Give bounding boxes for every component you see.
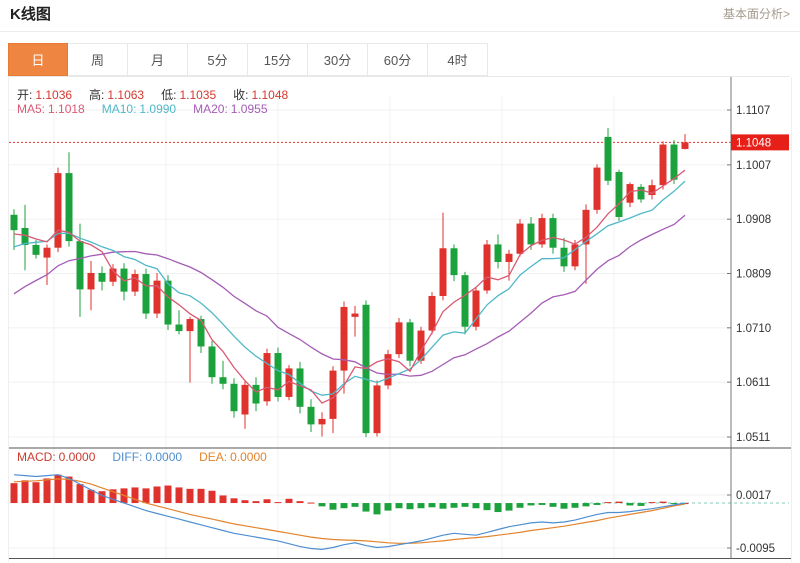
tab-month[interactable]: 月: [128, 43, 188, 76]
high-value: 1.1063: [107, 88, 145, 102]
ma-info-bar: MA5: 1.1018 MA10: 1.0990 MA20: 1.0955: [17, 102, 285, 116]
ma-bar-ma10: MA10: 1.0990: [102, 102, 179, 116]
svg-text:1.1107: 1.1107: [736, 105, 770, 117]
macd-bar-diff: DIFF: 0.0000: [112, 450, 185, 464]
macd-value: 0.0000: [58, 450, 96, 464]
svg-text:1.0809: 1.0809: [736, 269, 771, 281]
tab-60min[interactable]: 60分: [368, 43, 428, 76]
diff-value: 0.0000: [145, 450, 183, 464]
ohlc-bar-low: 低: 1.1035: [161, 88, 219, 102]
ma10-label: MA10:: [101, 102, 137, 116]
svg-text:-0.0095: -0.0095: [736, 543, 775, 555]
tab-30min[interactable]: 30分: [308, 43, 368, 76]
close-value: 1.1048: [251, 88, 289, 102]
svg-text:1.1007: 1.1007: [736, 160, 771, 172]
ma-bar-ma5: MA5: 1.1018: [17, 102, 88, 116]
svg-text:1.0908: 1.0908: [736, 214, 771, 226]
macd-bar-dea: DEA: 0.0000: [199, 450, 270, 464]
svg-text:1.0511: 1.0511: [736, 432, 770, 444]
ohlc-bar-close: 收: 1.1048: [233, 88, 291, 102]
tab-day[interactable]: 日: [8, 43, 68, 76]
tab-15min[interactable]: 15分: [248, 43, 308, 76]
ma20-label: MA20:: [193, 102, 228, 116]
open-label: 开:: [17, 88, 33, 102]
ohlc-bar-high: 高: 1.1063: [89, 88, 147, 102]
tab-4hour[interactable]: 4时: [428, 43, 488, 76]
macd-label: MACD:: [17, 450, 56, 464]
ma5-label: MA5:: [17, 102, 46, 116]
dea-label: DEA:: [199, 450, 228, 464]
fundamental-analysis-link[interactable]: 基本面分析>: [722, 7, 790, 21]
last-price-tag: 1.1048: [736, 137, 771, 149]
dea-value: 0.0000: [230, 450, 267, 464]
chart-box: 开: 1.1036 高: 1.1063 低: 1.1035 收: 1.1048 MA5: 1.1…: [8, 77, 792, 562]
low-label: 低:: [161, 88, 177, 102]
ma-bar-ma20: MA20: 1.0955: [193, 102, 270, 116]
high-label: 高:: [89, 88, 105, 102]
kline-chart[interactable]: 1.1107 1.1007 1.0908 1.0809 1.0710 1.0611 1.05…: [9, 77, 791, 562]
header: K线图 基本面分析>: [0, 0, 800, 24]
diff-label: DIFF:: [112, 450, 143, 464]
ma5-value: 1.1018: [48, 102, 85, 116]
tab-5min[interactable]: 5分: [188, 43, 248, 76]
svg-text:0.0017: 0.0017: [736, 490, 771, 502]
macd-bar-macd: MACD: 0.0000: [17, 450, 98, 464]
ohlc-bar-open: 开: 1.1036: [17, 88, 75, 102]
close-label: 收:: [233, 88, 249, 102]
period-tabs: 日周月 5分 15分 30分 60分 4时: [8, 43, 790, 77]
ma10-value: 1.0990: [139, 102, 177, 116]
header-divider: [0, 31, 800, 32]
open-value: 1.1036: [35, 88, 73, 102]
svg-text:1.0611: 1.0611: [736, 377, 770, 389]
tab-week[interactable]: 周: [68, 43, 128, 76]
page-title: K线图: [10, 6, 51, 23]
macd-info-bar: MACD: 0.0000 DIFF: 0.0000 DEA: 0.0000: [17, 450, 284, 464]
ma20-value: 1.0955: [230, 102, 268, 116]
svg-text:1.0710: 1.0710: [736, 323, 771, 335]
low-value: 1.1035: [179, 88, 217, 102]
ohlc-info-bar: 开: 1.1036 高: 1.1063 低: 1.1035 收: 1.1048: [17, 86, 305, 103]
